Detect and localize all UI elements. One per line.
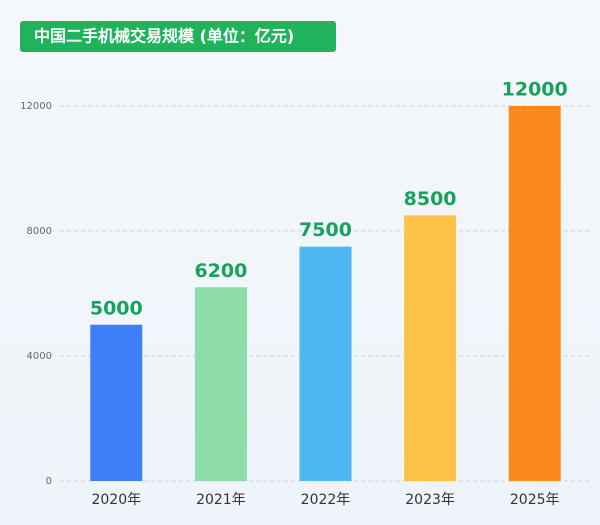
bar [299,246,352,481]
y-tick-label: 8000 [27,226,52,237]
y-tick-label: 0 [46,476,52,487]
title-box [20,21,336,52]
chart-title: 中国二手机械交易规模 (单位：亿元) [34,27,294,46]
value-label: 12000 [502,79,568,101]
value-label: 8500 [404,188,457,210]
x-tick-label: 2023年 [405,492,455,508]
value-label: 7500 [299,219,352,241]
bar [90,324,143,481]
y-tick-label: 12000 [20,101,52,112]
value-label: 6200 [194,260,247,282]
y-tick-label: 4000 [27,351,52,362]
x-tick-label: 2022年 [301,492,351,508]
bar [404,215,457,481]
value-label: 5000 [90,297,143,319]
bar [194,287,247,481]
x-tick-label: 2021年 [196,492,246,508]
bar [508,106,561,481]
x-tick-label: 2025年 [510,492,560,508]
x-tick-label: 2020年 [91,492,141,508]
